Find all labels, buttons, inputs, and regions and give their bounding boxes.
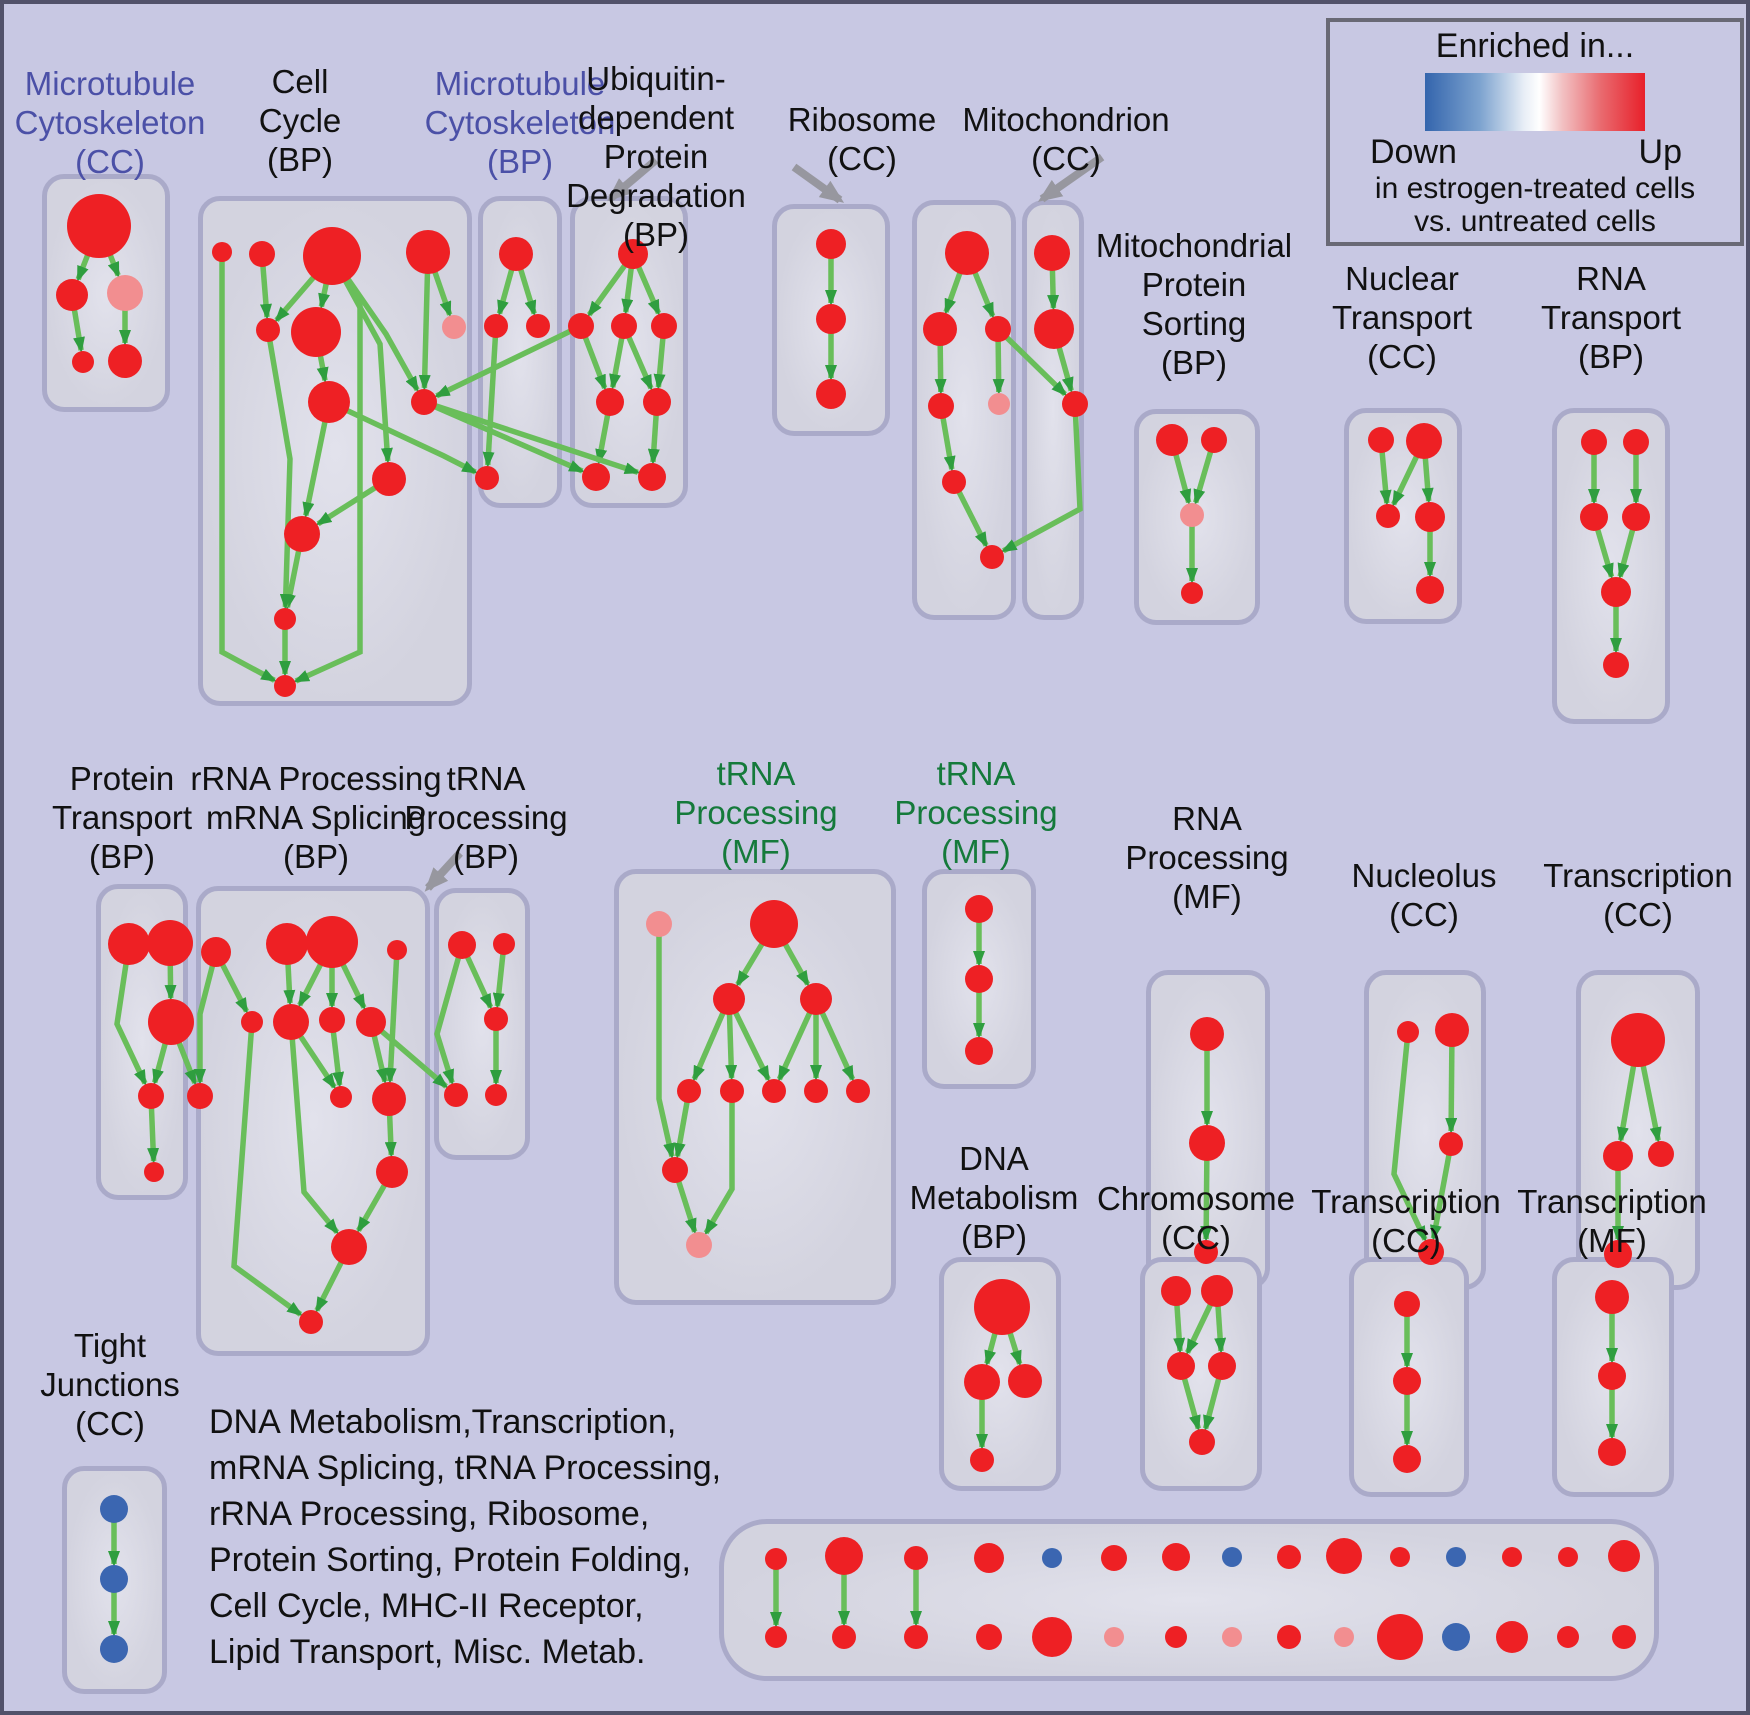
transcription-mf-label: Transcription (MF): [1517, 1183, 1707, 1259]
protein-transport-bp-label: Protein Transport (BP): [52, 760, 192, 875]
trna-processing-bp-box: [434, 888, 530, 1160]
mitochondrial-protein-sorting-bp-label: Mitochondrial Protein Sorting (BP): [1095, 227, 1293, 381]
cell-cycle-bp-box: [198, 196, 472, 706]
rrna-processing-mrna-splicing-bp-label: rRNA Processing mRNA Splicing (BP): [190, 760, 442, 875]
legend-gradient-bar: [1425, 73, 1645, 131]
rna-processing-mf-label: RNA Processing (MF): [1125, 800, 1289, 915]
mitochondrion-cc-box: [1022, 200, 1084, 620]
trna-processing-bp-label: tRNA Processing (BP): [404, 760, 568, 875]
legend-title: Enriched in...: [1435, 27, 1635, 65]
mitochondrial-protein-sorting-bp-box: [1134, 409, 1260, 625]
nuclear-transport-cc-label: Nuclear Transport (CC): [1332, 260, 1472, 375]
trna-processing-mf-small-label: tRNA Processing (MF): [894, 755, 1058, 870]
microtubule-cytoskeleton-bp-label: Microtubule Cytoskeleton (BP): [424, 65, 616, 180]
trna-processing-mf-large-box: [614, 869, 896, 1305]
legend-subtitle-2: vs. untreated cells: [1414, 205, 1656, 238]
microtubule-cytoskeleton-cc-label: Microtubule Cytoskeleton (CC): [14, 65, 206, 180]
tight-junctions-cc-box: [62, 1466, 167, 1694]
legend-subtitle-1: in estrogen-treated cells: [1374, 172, 1696, 205]
dna-metabolism-bp-box: [939, 1257, 1061, 1491]
legend-up-label: Up: [1638, 133, 1682, 171]
ribosome-cc-box: [912, 200, 1016, 620]
legend-down-label: Down: [1370, 133, 1457, 171]
chromosome-cc-box: [1140, 1257, 1262, 1491]
uncategorized-terms-text: DNA Metabolism,Transcription, mRNA Splic…: [209, 1403, 722, 1671]
microtubule-cytoskeleton-bp-box: [478, 196, 562, 508]
protein-transport-bp-box: [96, 884, 188, 1200]
rna-transport-bp-label: RNA Transport (BP): [1541, 260, 1681, 375]
rrna-processing-mrna-splicing-bp-box: [196, 886, 430, 1356]
legend-endpoints: Down Up: [1330, 131, 1740, 172]
trna-processing-mf-large-label: tRNA Processing (MF): [674, 755, 838, 870]
nuclear-transport-cc-box: [1344, 408, 1462, 624]
transcription-cc-lower-box: [1349, 1257, 1469, 1497]
ribosome-cc-label: Ribosome (CC): [787, 101, 937, 177]
transcription-cc-upper-label: Transcription (CC): [1543, 857, 1733, 933]
transcription-mf-box: [1552, 1257, 1674, 1497]
chromosome-cc-label: Chromosome (CC): [1096, 1180, 1296, 1256]
legend: Enriched in... Down Up in estrogen-treat…: [1326, 18, 1744, 246]
microtubule-cytoskeleton-cc-box: [42, 174, 170, 412]
ubiquitin-dependent-protein-degradation-bp-label: Ubiquitin- dependent Protein Degradation…: [566, 60, 746, 253]
shared-uncategorized-terms-box: [719, 1519, 1659, 1681]
transcription-cc-lower-label: Transcription (CC): [1311, 1183, 1501, 1259]
cell-cycle-bp-label: Cell Cycle (BP): [258, 63, 342, 178]
rna-transport-bp-box: [1552, 408, 1670, 724]
nucleolus-cc-label: Nucleolus (CC): [1351, 857, 1497, 933]
mitochondrion-cc-label: Mitochondrion (CC): [962, 101, 1170, 177]
dna-metabolism-bp-label: DNA Metabolism (BP): [909, 1140, 1079, 1255]
ubiquitin-degradation-bp-2-box: [772, 204, 890, 436]
trna-processing-mf-small-box: [922, 869, 1036, 1089]
tight-junctions-cc-label: Tight Junctions (CC): [40, 1327, 180, 1442]
